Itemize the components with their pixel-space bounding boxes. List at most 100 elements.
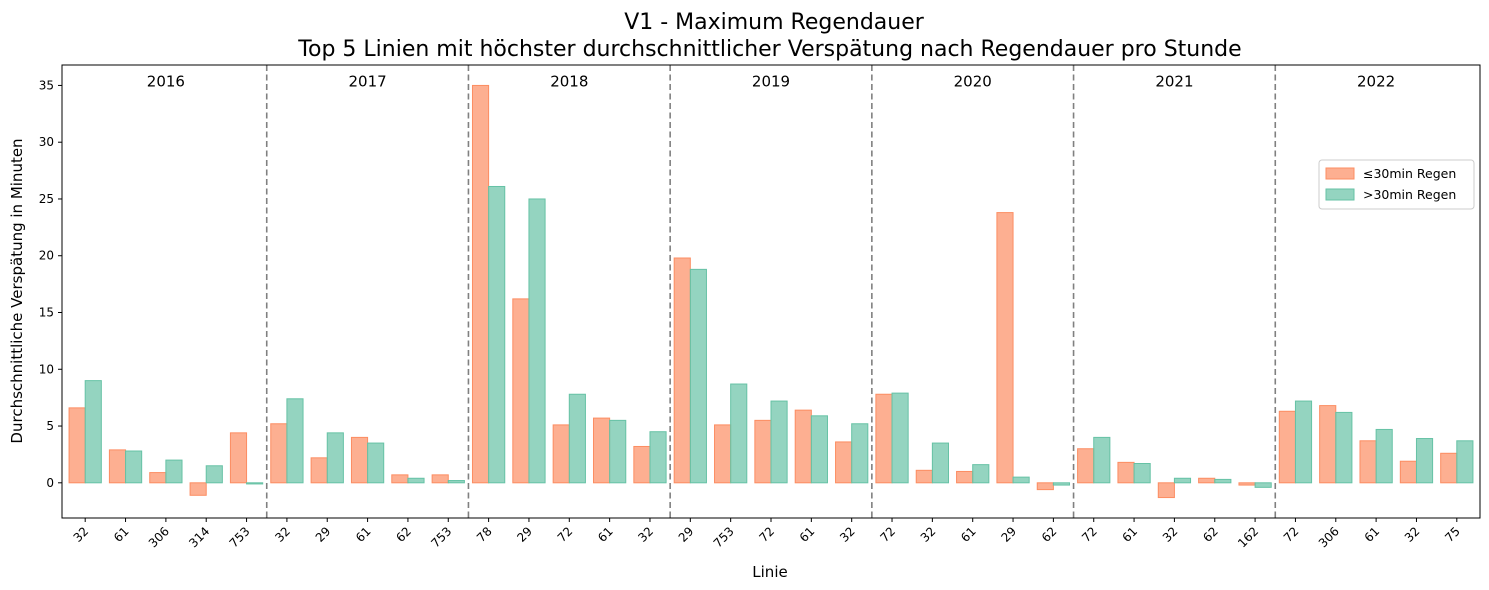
bar-long-2017-62 <box>407 477 425 484</box>
bar-long-2021-162 <box>1254 482 1272 488</box>
bar-long-2021-72 <box>1093 436 1111 484</box>
year-label-2022: 2022 <box>1357 73 1395 91</box>
year-label-2021: 2021 <box>1155 73 1193 91</box>
x-tick-label: 29 <box>998 524 1019 545</box>
bar-short-2021-72 <box>1077 448 1095 484</box>
x-tick-label: 61 <box>353 524 374 545</box>
bar-long-2022-306 <box>1335 411 1353 484</box>
legend-label-short: ≤30min Regen <box>1363 166 1456 181</box>
bar-short-2020-32 <box>915 469 933 484</box>
x-tick-label: 314 <box>186 524 212 550</box>
bar-short-2022-32 <box>1399 460 1417 484</box>
bar-long-2018-32 <box>649 431 667 484</box>
x-tick-label: 61 <box>1362 524 1383 545</box>
x-tick-label: 306 <box>146 524 172 550</box>
legend: ≤30min Regen >30min Regen <box>1318 159 1475 210</box>
bar-short-2021-61 <box>1117 461 1135 484</box>
bar-long-2016-61 <box>125 450 143 484</box>
x-tick-label: 32 <box>1402 524 1423 545</box>
bar-long-2017-32 <box>286 398 304 484</box>
bar-short-2018-78 <box>471 84 490 484</box>
y-tick-label: 30 <box>39 135 54 149</box>
bar-long-2017-29 <box>326 432 344 484</box>
bar-long-2022-72 <box>1294 400 1313 484</box>
plot-frame <box>61 64 1481 519</box>
bar-short-2016-314 <box>189 482 207 496</box>
bar-long-2017-61 <box>367 442 385 484</box>
year-label-2017: 2017 <box>348 73 386 91</box>
year-label-2020: 2020 <box>954 73 992 91</box>
x-tick-label: 32 <box>635 524 656 545</box>
x-tick-label: 61 <box>1119 524 1140 545</box>
bar-short-2019-29 <box>673 257 691 484</box>
bar-long-2020-29 <box>1012 476 1030 484</box>
y-tick-label: 5 <box>46 419 54 433</box>
x-tick-label: 62 <box>1200 524 1221 545</box>
x-tick-label: 75 <box>1442 524 1463 545</box>
bar-long-2019-29 <box>689 268 707 484</box>
plot-area: 32 61 306 314 753 2016 32 29 61 62 753 2017 78 29 72 61… <box>39 64 1481 550</box>
year-label-2016: 2016 <box>147 73 185 91</box>
x-tick-label: 29 <box>514 524 535 545</box>
x-tick-label: 62 <box>393 524 414 545</box>
bar-long-2020-32 <box>931 442 950 484</box>
x-tick-label: 32 <box>918 524 939 545</box>
x-tick-label: 306 <box>1316 524 1342 550</box>
bar-short-2022-72 <box>1278 410 1296 484</box>
bar-long-2022-61 <box>1375 428 1393 484</box>
x-tick-label: 78 <box>474 524 495 545</box>
x-tick-label: 32 <box>837 524 858 545</box>
bar-short-2020-62 <box>1036 482 1054 491</box>
bar-short-2021-162 <box>1238 482 1256 486</box>
x-tick-label: 29 <box>313 524 334 545</box>
legend-swatch-short <box>1325 167 1355 180</box>
bar-long-2017-753 <box>447 480 465 484</box>
x-tick-label: 62 <box>1039 524 1060 545</box>
bar-short-2020-72 <box>875 393 893 484</box>
x-tick-label: 61 <box>958 524 979 545</box>
year-label-2019: 2019 <box>752 73 790 91</box>
year-label-2018: 2018 <box>550 73 588 91</box>
bar-long-2018-78 <box>488 185 506 484</box>
bar-short-2017-62 <box>391 474 409 484</box>
x-tick-label: 753 <box>227 524 253 550</box>
bar-long-2018-29 <box>528 198 546 484</box>
bar-short-2020-29 <box>996 212 1014 484</box>
bar-long-2016-32 <box>84 380 102 484</box>
legend-label-long: >30min Regen <box>1363 187 1456 202</box>
x-tick-label: 72 <box>1079 524 1100 545</box>
bar-short-2019-72 <box>754 419 772 484</box>
x-tick-label: 29 <box>676 524 697 545</box>
bar-long-2019-61 <box>810 415 828 484</box>
x-axis-label: Linie <box>752 563 787 581</box>
x-tick-label: 72 <box>555 524 576 545</box>
legend-frame <box>1318 159 1475 210</box>
x-tick-label: 61 <box>111 524 132 545</box>
y-tick-label: 35 <box>39 78 54 92</box>
bar-short-2016-32 <box>68 407 86 484</box>
bar-long-2016-306 <box>165 459 183 484</box>
legend-swatch-long <box>1325 188 1355 201</box>
bar-short-2022-61 <box>1359 440 1377 484</box>
x-tick-label: 61 <box>595 524 616 545</box>
bar-short-2021-62 <box>1198 477 1216 484</box>
bar-long-2018-72 <box>568 393 586 484</box>
bar-short-2021-32 <box>1157 482 1175 499</box>
y-axis-label: Durchschnittliche Verspätung in Minuten <box>8 138 26 443</box>
bar-long-2019-72 <box>770 400 788 484</box>
bar-short-2018-61 <box>592 417 611 484</box>
bar-short-2020-61 <box>956 470 974 484</box>
y-tick-label: 0 <box>46 476 54 490</box>
x-tick-label: 32 <box>272 524 293 545</box>
x-tick-label: 72 <box>1281 524 1302 545</box>
y-tick-label: 10 <box>39 362 54 376</box>
bar-short-2022-306 <box>1319 405 1337 484</box>
bar-long-2019-32 <box>851 423 869 484</box>
chart-title-line1: V1 - Maximum Regendauer <box>624 10 925 35</box>
bar-short-2018-32 <box>633 445 651 484</box>
bar-long-2020-61 <box>972 464 990 484</box>
bar-short-2016-306 <box>149 472 167 484</box>
bar-long-2020-62 <box>1052 482 1071 486</box>
bar-short-2019-32 <box>835 441 853 484</box>
bar-short-2022-75 <box>1440 452 1458 484</box>
